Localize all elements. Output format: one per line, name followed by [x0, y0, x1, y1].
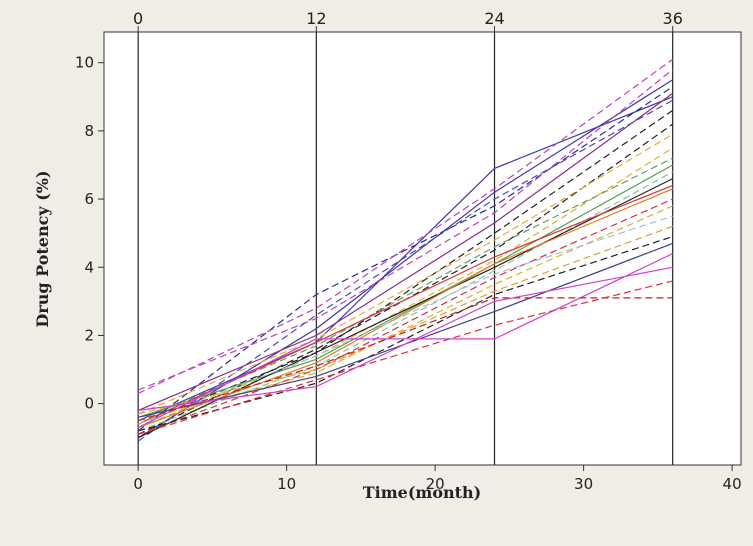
series-line-17: [137, 198, 673, 435]
series-line-2: [137, 86, 674, 432]
series-line-5: [137, 92, 674, 411]
series-line-23: [137, 253, 673, 429]
x-tick-label-1: 10: [277, 475, 296, 493]
x-axis-ticks: 0 10 20 30 40: [133, 465, 742, 493]
y-axis-title: Drug Potency (%): [33, 170, 52, 327]
series-line-9: [137, 133, 674, 415]
series-line-1: [137, 96, 673, 422]
y-tick-label-5: 10: [75, 54, 94, 72]
y-tick-label-2: 4: [84, 258, 94, 276]
series-line-7: [137, 99, 673, 442]
y-tick-label-4: 8: [84, 122, 94, 140]
y-tick-label-1: 2: [84, 326, 94, 344]
series-line-20: [138, 225, 673, 415]
series-line-26: [138, 266, 673, 411]
series-line-16: [137, 188, 673, 429]
series-line-11: [137, 157, 673, 422]
y-axis-ticks: 0 2 4 6 8 10: [75, 54, 104, 413]
series-line-6: [137, 109, 674, 425]
top-tick-label-1: 12: [306, 9, 326, 28]
y-tick-label-3: 6: [84, 190, 94, 208]
series-line-24: [138, 297, 673, 422]
series-line-25: [138, 280, 673, 435]
y-tick-label-0: 0: [84, 395, 94, 413]
top-tick-label-3: 36: [663, 9, 683, 28]
x-tick-label-0: 0: [133, 475, 143, 493]
series-line-19: [137, 215, 673, 425]
series-line-10: [137, 147, 674, 429]
x-tick-label-2: 20: [426, 475, 445, 493]
series-line-3: [137, 58, 674, 394]
top-axis-ticks: 0 12 24 36: [133, 9, 683, 32]
top-tick-label-2: 24: [484, 9, 504, 28]
x-tick-label-3: 30: [574, 475, 593, 493]
series-line-12: [138, 164, 673, 418]
top-tick-label-0: 0: [133, 9, 143, 28]
series-layer: [137, 58, 674, 442]
x-axis-title: Time(month): [363, 483, 482, 502]
x-tick-label-4: 40: [723, 475, 742, 493]
